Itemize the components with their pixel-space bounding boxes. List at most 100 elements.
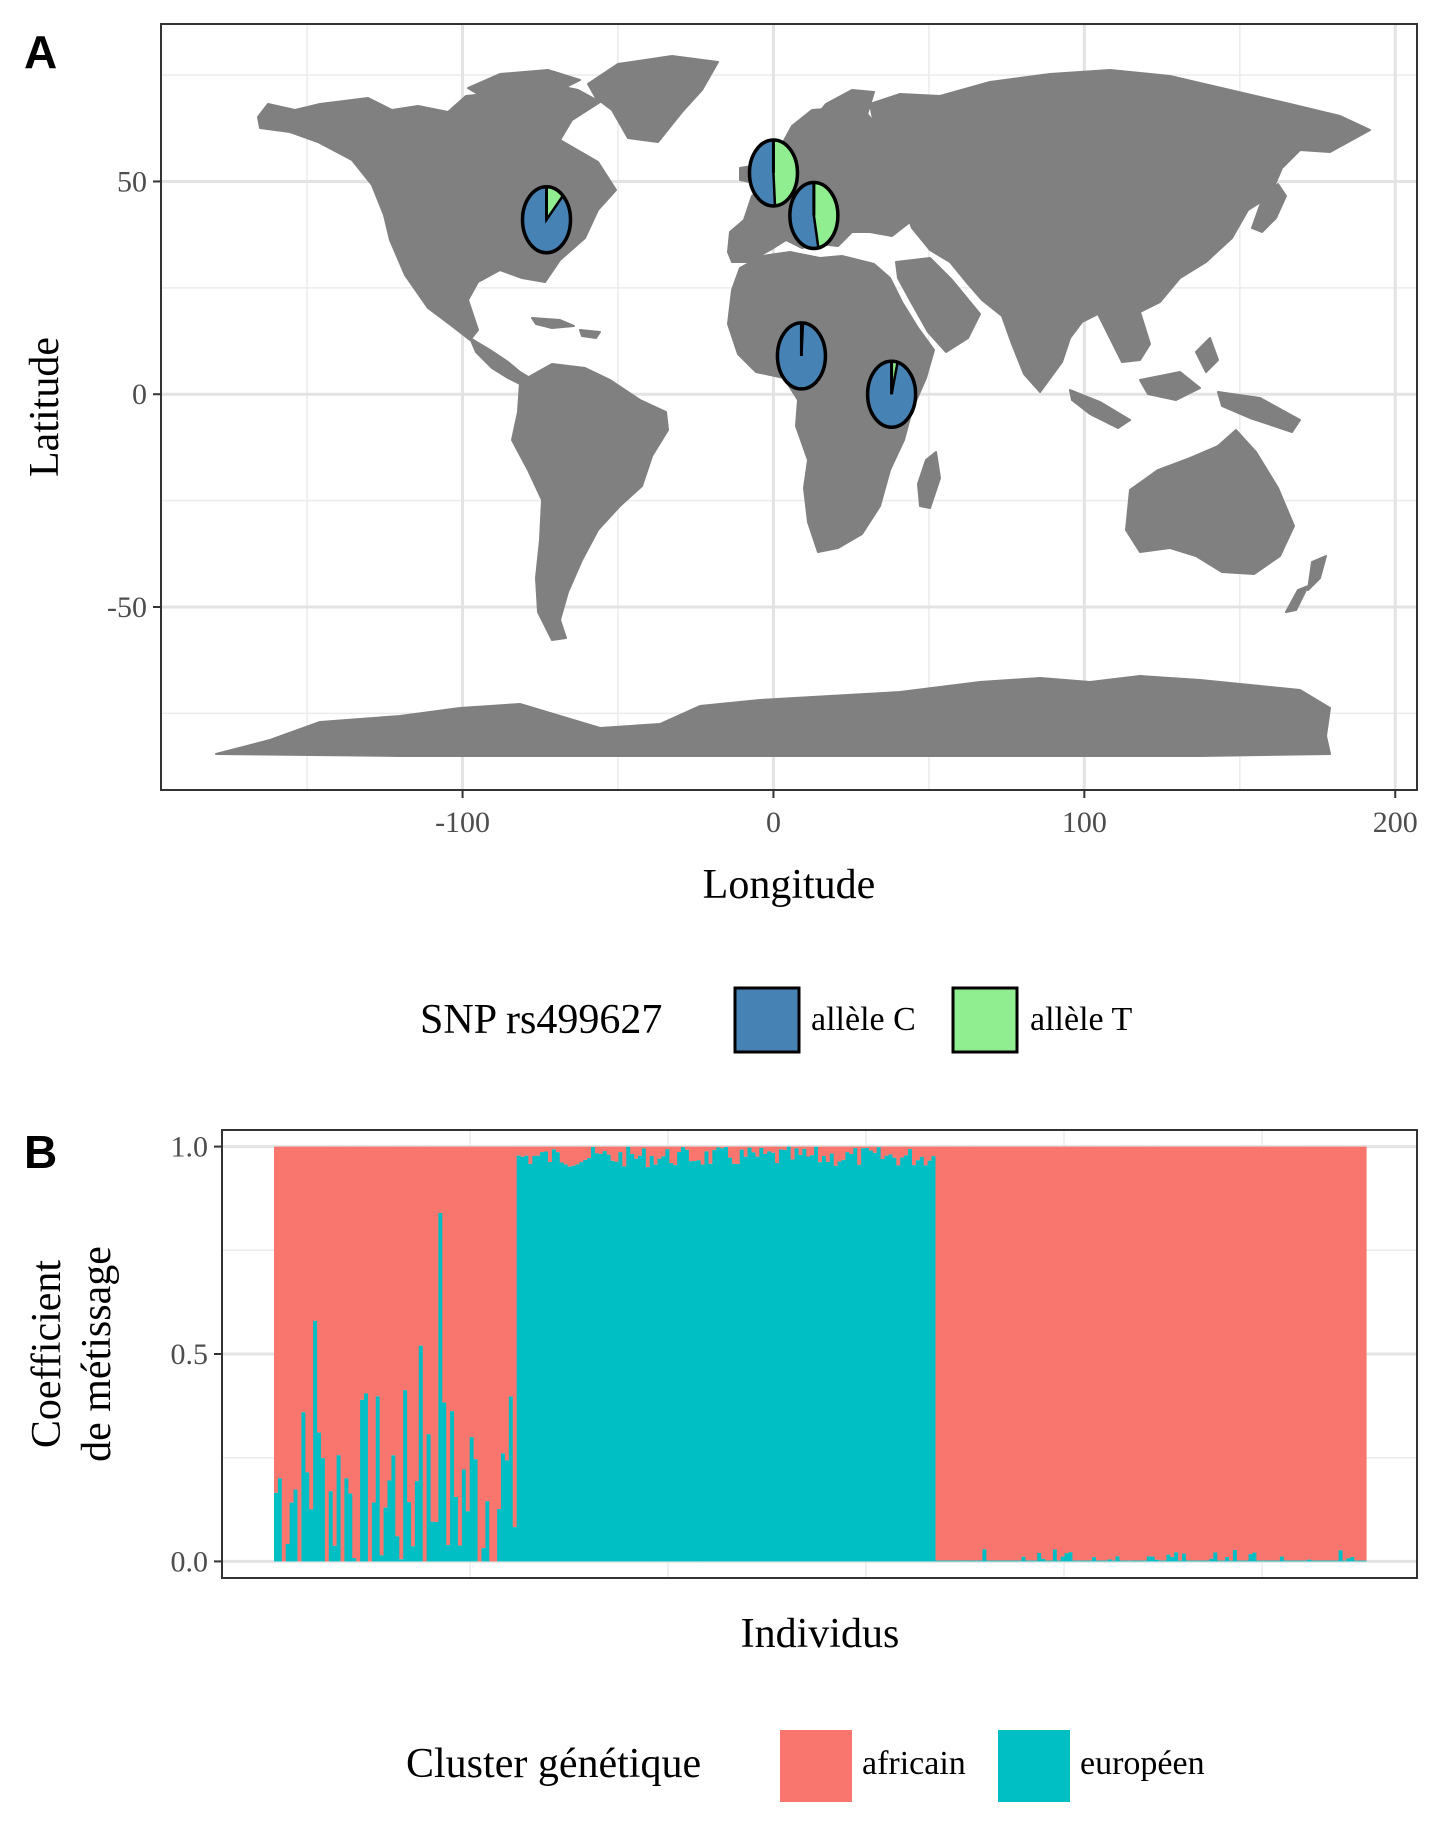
individual-bar <box>344 1146 349 1562</box>
bar-segment-africain <box>317 1146 322 1433</box>
bar-segment-europeen <box>469 1437 475 1562</box>
bar-segment-africain <box>673 1146 678 1166</box>
individual-bar <box>1037 1146 1042 1562</box>
bar-segment-europeen <box>309 1509 314 1562</box>
bar-segment-europeen <box>1127 1560 1132 1562</box>
y-tick-label: 0.0 <box>171 1545 209 1578</box>
bar-segment-africain <box>618 1146 623 1153</box>
legend-cluster: Cluster génétique africain européen <box>406 1730 1205 1802</box>
bar-segment-europeen <box>911 1165 917 1562</box>
individual-bar <box>1283 1146 1289 1562</box>
bar-segment-africain <box>1248 1146 1254 1555</box>
individual-bar <box>908 1146 913 1562</box>
bar-segment-europeen <box>1166 1554 1171 1562</box>
individual-bar <box>900 1146 905 1562</box>
bar-segment-africain <box>720 1146 725 1149</box>
bar-segment-europeen <box>1319 1560 1324 1562</box>
bar-segment-africain <box>1189 1146 1195 1561</box>
individual-bar <box>735 1146 741 1562</box>
bar-segment-africain <box>407 1146 412 1503</box>
y-axis-title: Latitude <box>22 337 68 477</box>
individual-bar <box>289 1146 295 1562</box>
individual-bar <box>473 1146 479 1562</box>
individual-bar <box>872 1146 878 1562</box>
bar-segment-africain <box>778 1146 784 1150</box>
bar-segment-europeen <box>395 1536 400 1562</box>
individual-bar <box>927 1146 933 1562</box>
bar-segment-europeen <box>1162 1560 1167 1562</box>
bar-segment-europeen <box>524 1155 530 1562</box>
individual-bar <box>1268 1146 1273 1562</box>
bar-segment-africain <box>966 1146 972 1561</box>
bar-segment-europeen <box>1193 1560 1199 1562</box>
bar-segment-europeen <box>317 1432 322 1562</box>
individual-bar <box>767 1146 772 1562</box>
individual-bar <box>591 1146 596 1562</box>
individual-bar <box>837 1146 843 1562</box>
bar-segment-africain <box>371 1146 377 1503</box>
antarctica-shape <box>215 675 1331 757</box>
bar-segment-europeen <box>516 1155 522 1562</box>
bar-segment-africain <box>837 1146 843 1162</box>
bar-segment-africain <box>598 1146 604 1155</box>
bar-segment-africain <box>1252 1146 1258 1553</box>
individual-bar <box>387 1146 393 1562</box>
bar-segment-europeen <box>1322 1560 1328 1562</box>
north-america-shape <box>257 81 617 341</box>
arabian-peninsula-shape <box>895 257 981 353</box>
individual-bar <box>1092 1146 1097 1562</box>
scandinavia-shape <box>795 89 875 169</box>
individual-bar <box>501 1146 506 1562</box>
bar-segment-europeen <box>990 1560 995 1562</box>
bar-segment-africain <box>1193 1146 1199 1561</box>
bar-segment-europeen <box>1111 1560 1117 1562</box>
bar-segment-africain <box>962 1146 968 1561</box>
individual-bar <box>712 1146 717 1562</box>
bar-segment-europeen <box>465 1511 471 1562</box>
bar-segment-africain <box>508 1146 514 1397</box>
world-map <box>215 55 1371 757</box>
bar-segment-europeen <box>454 1496 459 1562</box>
bar-segment-europeen <box>1005 1560 1011 1562</box>
individual-bar <box>610 1146 616 1562</box>
bar-segment-europeen <box>771 1152 776 1562</box>
bar-segment-africain <box>469 1146 475 1438</box>
bar-segment-europeen <box>1291 1560 1297 1562</box>
bar-segment-europeen <box>833 1165 839 1562</box>
individual-bar <box>720 1146 725 1562</box>
bar-segment-africain <box>544 1146 549 1152</box>
bar-segment-africain <box>857 1146 862 1165</box>
bar-segment-africain <box>755 1146 760 1157</box>
bar-segment-africain <box>904 1146 909 1156</box>
bar-segment-africain <box>1131 1146 1136 1561</box>
bar-segment-africain <box>986 1146 991 1561</box>
bar-segment-europeen <box>657 1158 663 1562</box>
individual-bar <box>665 1146 670 1562</box>
individual-bar <box>547 1146 553 1562</box>
bar-segment-africain <box>454 1146 459 1497</box>
bar-segment-europeen <box>1283 1560 1289 1562</box>
bar-segment-africain <box>1158 1146 1164 1561</box>
bar-segment-europeen <box>1095 1560 1101 1562</box>
legend-cluster-title: Cluster génétique <box>406 1741 701 1787</box>
individual-bar <box>540 1146 545 1562</box>
individual-bar <box>728 1146 733 1562</box>
individual-bar <box>477 1146 483 1562</box>
individual-bar <box>438 1146 443 1562</box>
individual-bar <box>1205 1146 1211 1562</box>
bar-segment-europeen <box>1229 1560 1234 1562</box>
bar-segment-europeen <box>618 1152 623 1562</box>
bar-segment-europeen <box>806 1156 811 1562</box>
bar-segment-africain <box>774 1146 780 1163</box>
bar-segment-europeen <box>1009 1560 1015 1562</box>
bar-segment-europeen <box>301 1412 306 1562</box>
bar-segment-africain <box>641 1146 647 1149</box>
bar-segment-africain <box>947 1146 952 1561</box>
bar-segment-europeen <box>1295 1560 1301 1562</box>
bar-segment-africain <box>927 1146 933 1161</box>
bar-segment-africain <box>677 1146 682 1153</box>
bar-segment-africain <box>1009 1146 1015 1561</box>
bar-segment-africain <box>559 1146 565 1163</box>
bar-segment-europeen <box>861 1148 866 1562</box>
bar-segment-europeen <box>927 1160 933 1562</box>
